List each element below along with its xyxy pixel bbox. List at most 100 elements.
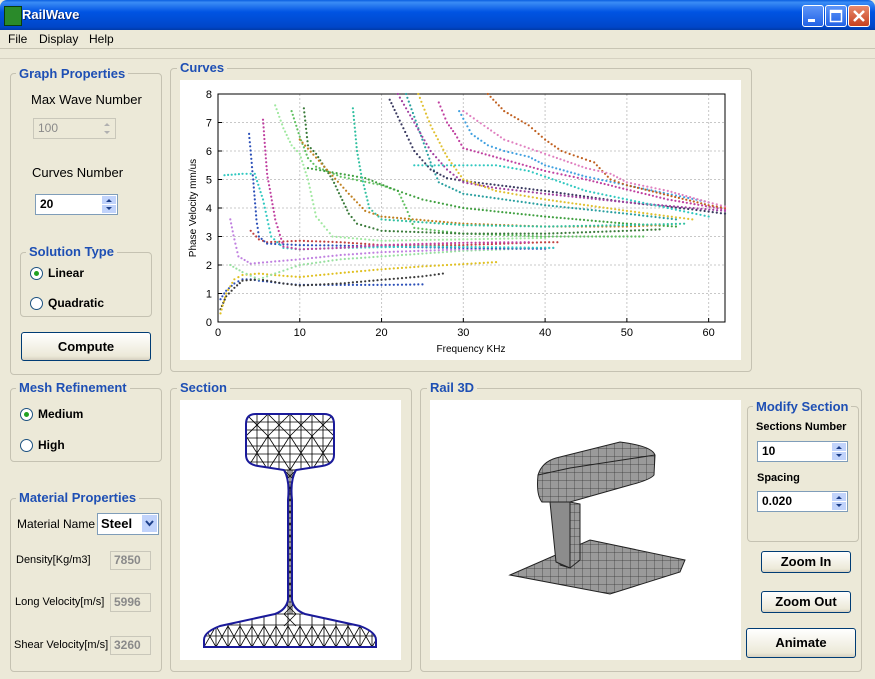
data-point bbox=[468, 129, 471, 132]
animate-button[interactable]: Animate bbox=[746, 628, 856, 658]
data-point bbox=[256, 180, 259, 183]
data-point bbox=[360, 242, 363, 245]
data-point bbox=[445, 248, 449, 251]
data-point bbox=[254, 210, 257, 213]
zoom-in-button[interactable]: Zoom In bbox=[761, 551, 851, 573]
data-point bbox=[571, 217, 574, 220]
data-point bbox=[339, 258, 342, 261]
radio-medium-label[interactable]: Medium bbox=[38, 407, 84, 421]
data-point bbox=[260, 237, 263, 240]
stepper-arrows-icon[interactable] bbox=[100, 120, 114, 137]
data-point bbox=[358, 204, 361, 207]
data-point bbox=[625, 188, 628, 191]
data-point bbox=[400, 100, 404, 103]
radio-medium[interactable] bbox=[20, 408, 33, 421]
data-point bbox=[253, 272, 256, 275]
menu-display[interactable]: Display bbox=[39, 32, 79, 46]
data-point bbox=[512, 199, 515, 202]
data-point bbox=[429, 242, 432, 245]
data-point bbox=[409, 230, 412, 233]
data-point bbox=[589, 231, 592, 234]
data-point bbox=[527, 155, 530, 158]
zoom-out-button[interactable]: Zoom Out bbox=[761, 591, 851, 613]
data-point bbox=[391, 105, 395, 108]
data-point bbox=[634, 235, 637, 238]
data-point bbox=[503, 138, 506, 141]
data-point bbox=[454, 132, 457, 135]
data-point bbox=[417, 92, 420, 96]
data-point bbox=[552, 232, 555, 235]
chevron-down-icon[interactable] bbox=[142, 515, 157, 532]
data-point bbox=[400, 277, 404, 280]
data-point bbox=[336, 180, 339, 183]
minimize-button[interactable] bbox=[802, 5, 824, 27]
data-point bbox=[499, 237, 502, 240]
data-point bbox=[343, 176, 346, 179]
data-point bbox=[536, 203, 539, 206]
data-point bbox=[380, 255, 383, 258]
data-point bbox=[614, 208, 617, 211]
data-point bbox=[518, 162, 521, 165]
data-point bbox=[567, 193, 570, 196]
close-button[interactable] bbox=[848, 5, 870, 27]
data-point bbox=[339, 253, 342, 257]
data-point bbox=[334, 177, 337, 180]
data-point bbox=[548, 232, 551, 235]
data-point bbox=[384, 255, 387, 258]
data-point bbox=[607, 183, 610, 186]
sections-number-stepper[interactable]: 10 bbox=[757, 441, 848, 462]
menu-file[interactable]: File bbox=[8, 32, 28, 46]
data-point bbox=[621, 212, 625, 215]
data-point bbox=[482, 241, 485, 244]
compute-button[interactable]: Compute bbox=[21, 332, 151, 361]
data-point bbox=[692, 197, 695, 200]
radio-linear-label[interactable]: Linear bbox=[48, 266, 85, 280]
data-point bbox=[367, 203, 370, 206]
data-point bbox=[380, 244, 383, 247]
radio-quadratic-label[interactable]: Quadratic bbox=[48, 296, 105, 310]
data-point bbox=[580, 224, 583, 227]
spacing-stepper[interactable]: 0.020 bbox=[757, 491, 848, 512]
data-point bbox=[544, 215, 547, 218]
data-point bbox=[486, 224, 489, 227]
data-point bbox=[552, 246, 555, 249]
data-point bbox=[429, 264, 432, 268]
data-point bbox=[396, 230, 399, 233]
y-tick-label: 3 bbox=[206, 232, 212, 244]
data-point bbox=[312, 162, 315, 165]
data-point bbox=[331, 244, 334, 247]
data-point bbox=[540, 162, 543, 165]
data-point bbox=[462, 241, 465, 244]
data-point bbox=[586, 197, 589, 200]
data-point bbox=[629, 182, 633, 185]
radio-linear[interactable] bbox=[30, 267, 43, 280]
data-point bbox=[503, 158, 506, 161]
data-point bbox=[262, 130, 265, 133]
curves-number-stepper[interactable]: 20 bbox=[35, 194, 118, 215]
data-point bbox=[343, 271, 346, 274]
data-point bbox=[266, 275, 269, 278]
data-point bbox=[614, 235, 617, 238]
radio-quadratic[interactable] bbox=[30, 297, 43, 310]
data-point bbox=[353, 219, 356, 222]
material-name-select[interactable]: Steel bbox=[97, 513, 159, 535]
data-point bbox=[372, 182, 375, 185]
stepper-arrows-icon[interactable] bbox=[832, 443, 846, 460]
data-point bbox=[598, 206, 601, 209]
data-point bbox=[478, 262, 481, 265]
data-point bbox=[238, 282, 241, 285]
max-wave-stepper[interactable]: 100 bbox=[33, 118, 116, 139]
menu-help[interactable]: Help bbox=[89, 32, 114, 46]
radio-high-label[interactable]: High bbox=[38, 438, 65, 452]
data-point bbox=[462, 238, 465, 241]
radio-high[interactable] bbox=[20, 439, 33, 452]
data-point bbox=[261, 272, 265, 275]
data-point bbox=[683, 196, 686, 199]
stepper-arrows-icon[interactable] bbox=[832, 493, 846, 510]
maximize-button[interactable] bbox=[825, 5, 847, 27]
data-point bbox=[303, 115, 306, 118]
data-point bbox=[532, 188, 535, 191]
data-point bbox=[606, 199, 609, 202]
data-point bbox=[551, 204, 554, 208]
stepper-arrows-icon[interactable] bbox=[102, 196, 116, 213]
